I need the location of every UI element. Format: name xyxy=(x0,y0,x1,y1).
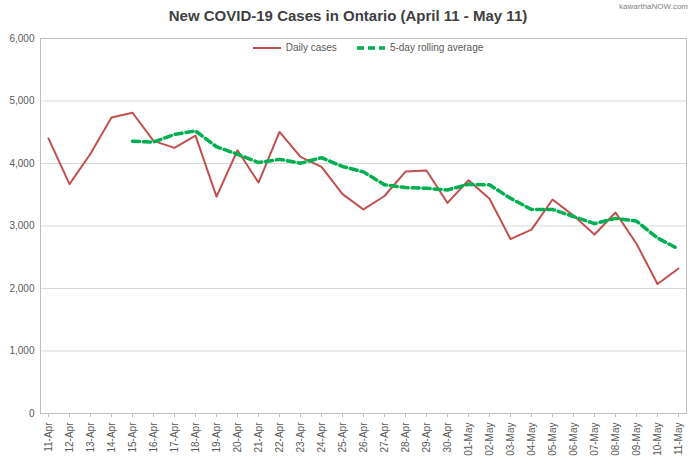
svg-text:23-Apr: 23-Apr xyxy=(295,422,306,453)
svg-text:22-Apr: 22-Apr xyxy=(274,422,285,453)
svg-text:1,000: 1,000 xyxy=(9,345,34,356)
svg-text:2,000: 2,000 xyxy=(9,283,34,294)
svg-text:11-May: 11-May xyxy=(673,423,684,456)
svg-text:28-Apr: 28-Apr xyxy=(400,422,411,453)
svg-text:25-Apr: 25-Apr xyxy=(337,422,348,453)
svg-text:0: 0 xyxy=(29,408,35,419)
svg-text:3,000: 3,000 xyxy=(9,220,34,231)
html-text:Daily cases: Daily cases xyxy=(285,42,337,53)
svg-text:19-Apr: 19-Apr xyxy=(211,422,222,453)
html-text:kawarthaNOW.com: kawarthaNOW.com xyxy=(619,2,688,11)
svg-text:4,000: 4,000 xyxy=(9,158,34,169)
svg-text:03-May: 03-May xyxy=(505,423,516,456)
svg-text:10-May: 10-May xyxy=(652,423,663,456)
svg-text:12-Apr: 12-Apr xyxy=(64,422,75,453)
html-text:New COVID-19 Cases in Ontario: New COVID-19 Cases in Ontario (April 11 … xyxy=(168,7,528,24)
svg-text:09-May: 09-May xyxy=(631,423,642,456)
html-text:5-day rolling average: 5-day rolling average xyxy=(389,42,484,53)
svg-text:07-May: 07-May xyxy=(589,423,600,456)
svg-text:04-May: 04-May xyxy=(526,423,537,456)
svg-text:26-Apr: 26-Apr xyxy=(358,422,369,453)
svg-text:15-Apr: 15-Apr xyxy=(127,422,138,453)
svg-text:06-May: 06-May xyxy=(568,423,579,456)
svg-text:21-Apr: 21-Apr xyxy=(253,422,264,453)
svg-text:27-Apr: 27-Apr xyxy=(379,422,390,453)
svg-text:11-Apr: 11-Apr xyxy=(43,422,54,452)
svg-text:02-May: 02-May xyxy=(484,423,495,456)
svg-text:18-Apr: 18-Apr xyxy=(190,422,201,453)
svg-text:20-Apr: 20-Apr xyxy=(232,422,243,453)
svg-text:16-Apr: 16-Apr xyxy=(148,422,159,453)
svg-text:05-May: 05-May xyxy=(547,423,558,456)
svg-text:17-Apr: 17-Apr xyxy=(169,422,180,453)
svg-text:30-Apr: 30-Apr xyxy=(442,422,453,453)
svg-text:29-Apr: 29-Apr xyxy=(421,422,432,453)
svg-text:5,000: 5,000 xyxy=(9,95,34,106)
svg-text:08-May: 08-May xyxy=(610,423,621,456)
svg-text:14-Apr: 14-Apr xyxy=(106,422,117,453)
svg-text:24-Apr: 24-Apr xyxy=(316,422,327,453)
svg-text:13-Apr: 13-Apr xyxy=(85,422,96,453)
svg-text:01-May: 01-May xyxy=(463,423,474,456)
svg-text:6,000: 6,000 xyxy=(9,33,34,44)
